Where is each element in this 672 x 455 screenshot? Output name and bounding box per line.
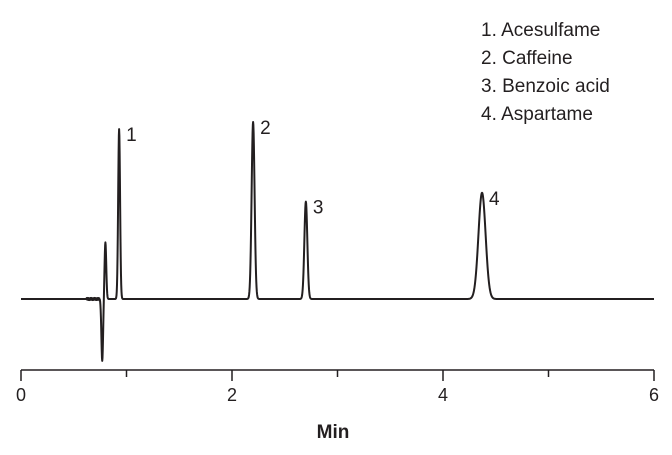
peak-label: 3 [313,198,324,219]
x-tick-label: 0 [16,385,26,405]
x-axis: 0 2 4 6 [16,369,659,405]
x-tick-label: 6 [649,385,659,405]
legend-item: 4. Aspartame [481,104,593,125]
legend-item: 1. Acesulfame [481,20,600,41]
peak-labels: 1 2 3 4 [126,118,500,219]
x-tick-label: 2 [227,385,237,405]
x-axis-title: Min [317,422,350,443]
chromatogram-trace [20,121,655,362]
peak-label: 2 [260,118,271,139]
peak-label: 4 [489,189,500,210]
legend-item: 3. Benzoic acid [481,76,610,97]
legend-item: 2. Caffeine [481,48,573,69]
peak-label: 1 [126,125,137,146]
x-tick-label: 4 [438,385,448,405]
plot-layer [20,121,655,362]
legend: 1. Acesulfame 2. Caffeine 3. Benzoic acid 4… [481,20,610,125]
